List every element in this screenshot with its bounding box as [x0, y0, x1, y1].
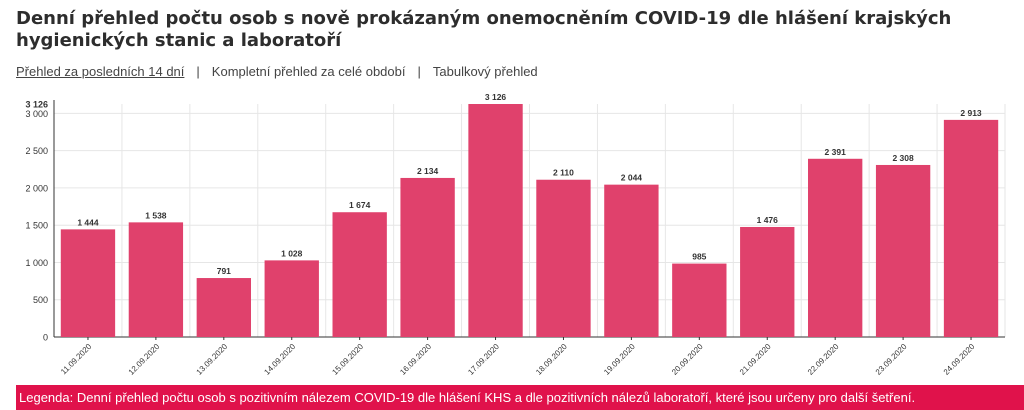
tab-last-14-days[interactable]: Přehled za posledních 14 dní [16, 64, 185, 79]
y-tick-label: 500 [33, 295, 48, 305]
bar-value-label: 2 308 [892, 153, 914, 163]
x-tick-label: 11.09.2020 [59, 342, 94, 377]
bar-value-label: 1 476 [757, 215, 779, 225]
x-tick-label: 20.09.2020 [670, 342, 705, 377]
bar-value-label: 1 028 [281, 248, 303, 258]
bar[interactable] [672, 263, 727, 337]
bar[interactable] [536, 179, 591, 337]
bar-value-label: 2 913 [960, 108, 982, 118]
x-tick-label: 13.09.2020 [195, 342, 230, 377]
tab-separator: | [196, 64, 200, 79]
x-tick-label: 16.09.2020 [398, 342, 433, 377]
bar-value-label: 791 [217, 266, 231, 276]
bar[interactable] [943, 119, 999, 338]
y-tick-label: 1 000 [25, 258, 48, 268]
bar[interactable] [400, 177, 455, 337]
bar[interactable] [60, 229, 116, 337]
x-tick-label: 18.09.2020 [534, 342, 569, 377]
bar[interactable] [740, 226, 795, 337]
tab-separator: | [417, 64, 421, 79]
y-tick-label: 3 000 [25, 109, 48, 119]
x-tick-label: 24.09.2020 [942, 342, 977, 377]
x-tick-label: 23.09.2020 [874, 342, 909, 377]
bar-value-label: 2 110 [553, 168, 574, 178]
chart-legend: Legenda: Denní přehled počtu osob s pozi… [16, 385, 1024, 410]
y-tick-label: 0 [43, 333, 48, 343]
bar-value-label: 3 126 [485, 92, 507, 102]
x-tick-label: 19.09.2020 [602, 342, 637, 377]
y-tick-label: 1 500 [25, 221, 48, 231]
x-tick-label: 17.09.2020 [466, 342, 501, 377]
bar-value-label: 985 [692, 252, 706, 262]
page-title: Denní přehled počtu osob s nově prokázan… [16, 8, 952, 51]
bar-value-label: 2 391 [825, 147, 847, 157]
bar-value-label: 1 674 [349, 200, 371, 210]
bar-series: 1 444 1 538 791 1 028 1 674 2 134 3 126 2 110 2 … [60, 92, 999, 338]
x-tick-label: 15.09.2020 [330, 342, 365, 377]
y-tick-label: 2 500 [25, 146, 48, 156]
bar[interactable] [196, 278, 251, 337]
x-tick-label: 14.09.2020 [262, 342, 297, 377]
x-tick-label: 12.09.2020 [127, 342, 162, 377]
bar[interactable] [808, 158, 863, 337]
bar[interactable] [604, 184, 659, 337]
chart-grid [53, 104, 1006, 337]
y-tick-label: 2 000 [25, 183, 48, 193]
bar-value-label: 2 134 [417, 166, 439, 176]
tab-full-period[interactable]: Kompletní přehled za celé období [211, 64, 406, 79]
bar-value-label: 1 538 [145, 210, 167, 220]
x-tick-label: 21.09.2020 [738, 342, 773, 377]
bar[interactable] [128, 222, 184, 337]
bar-value-label: 1 444 [77, 217, 99, 227]
x-axis: 11.09.2020 12.09.2020 13.09.2020 14.09.2020… [59, 337, 977, 377]
bar[interactable] [264, 260, 319, 337]
y-tick-label: 3 126 [25, 100, 48, 110]
x-tick-label: 22.09.2020 [806, 342, 841, 377]
bar[interactable] [468, 104, 523, 337]
bar[interactable] [875, 164, 931, 337]
view-tabs: Přehled za posledních 14 dní | Kompletní… [16, 64, 538, 79]
bar[interactable] [332, 212, 387, 337]
bar-value-label: 2 044 [621, 173, 643, 183]
tab-table-view[interactable]: Tabulkový přehled [432, 64, 538, 79]
